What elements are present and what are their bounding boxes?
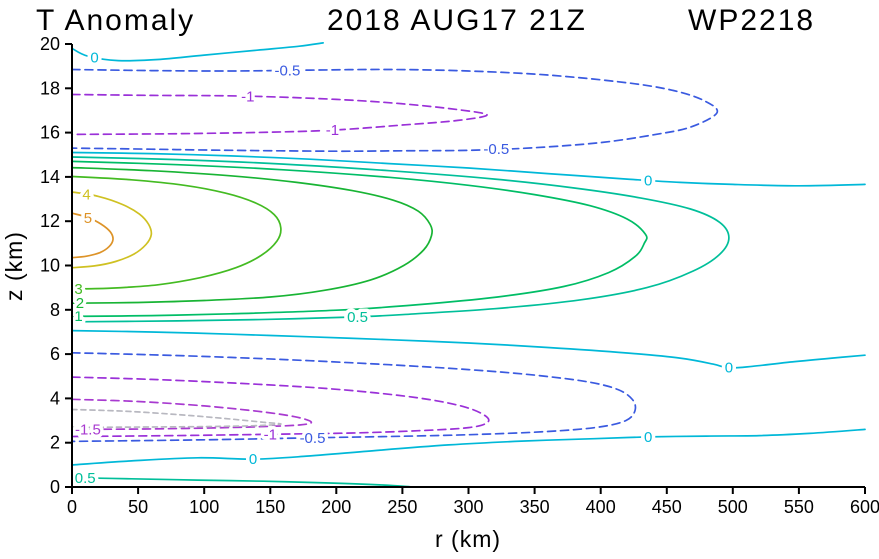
contour-label-0.5-bottom: 0.5: [75, 470, 96, 487]
contour-label-3-core: 3: [74, 281, 82, 298]
contour-line-0.5-core: [71, 156, 730, 323]
contour-label-neg1-low: -1: [264, 426, 277, 443]
contour-line-0-top: [71, 42, 324, 62]
contour-label-4-core: 4: [82, 187, 90, 204]
contour-line-0.5-bottom: [71, 476, 414, 488]
x-tick-label: 550: [784, 497, 814, 517]
contour-label-neg0.5-top: -0.5: [274, 63, 300, 80]
contour-line-4-core: [71, 191, 153, 269]
x-tick-label: 500: [718, 497, 748, 517]
x-tick-label: 350: [520, 497, 550, 517]
contour-label-neg1-top: -1: [241, 88, 254, 105]
y-axis-label: z (km): [1, 231, 27, 301]
y-tick-label: 2: [50, 433, 60, 453]
axes-layer: 0 50 100 150 200 250 300 350 400 450 500 550 6000246…: [40, 34, 879, 517]
contour-label-0-bottom: 0: [644, 429, 652, 446]
contour-labels-layer: 0 -0.5 -0.5 -1 -1 0 0.5 123 4 5 0 -0.5 -1 -1.5 0 0 0.5: [71, 46, 737, 491]
contour-line-0-mid-lower: [71, 329, 866, 369]
x-tick-label: 100: [189, 497, 219, 517]
contour-line-2-core: [71, 166, 434, 305]
contour-line-neg1.5-low: [71, 398, 313, 431]
contour-lines-layer: [71, 42, 866, 488]
x-tick-label: 50: [128, 497, 148, 517]
contour-label-1-core: 1: [74, 308, 82, 325]
x-tick-label: 400: [586, 497, 616, 517]
y-tick-label: 14: [40, 167, 60, 187]
plot-storm-id: WP2218: [688, 4, 815, 37]
contour-label-0-top: 0: [90, 49, 98, 66]
contour-line-5-core: [71, 212, 114, 259]
x-tick-label: 150: [255, 497, 285, 517]
y-tick-label: 16: [40, 123, 60, 143]
contour-label-neg1.5-low: -1.5: [75, 421, 101, 438]
contour-label-neg1-top: -1: [326, 122, 339, 139]
x-tick-label: 200: [321, 497, 351, 517]
y-tick-label: 20: [40, 34, 60, 54]
contour-label-0-mid-upper: 0: [644, 172, 652, 189]
y-tick-label: 8: [50, 300, 60, 320]
contour-label-0-mid-lower: 0: [725, 359, 733, 376]
contour-label-neg0.5-top: -0.5: [483, 141, 509, 158]
x-tick-label: 450: [652, 497, 682, 517]
x-tick-label: 300: [453, 497, 483, 517]
x-tick-label: 600: [850, 497, 879, 517]
x-tick-label: 0: [67, 497, 77, 517]
contour-line-neg1-top: [71, 93, 488, 136]
x-axis-label: r (km): [435, 526, 501, 552]
contour-line-neg2-low: [71, 408, 282, 429]
contour-line-neg1-low: [71, 376, 490, 438]
x-tick-label: 250: [387, 497, 417, 517]
plot-title: T Anomaly: [36, 4, 195, 37]
y-tick-label: 4: [50, 388, 60, 408]
y-tick-label: 12: [40, 211, 60, 231]
contour-label-5-core: 5: [84, 210, 92, 227]
contour-line-neg0.5-low: [71, 351, 637, 443]
contour-label-neg0.5-low: -0.5: [300, 430, 326, 447]
y-tick-label: 10: [40, 256, 60, 276]
contour-label-0-bottom: 0: [249, 451, 257, 468]
contour-line-0-mid-upper: [71, 151, 866, 187]
contour-line-neg0.5-top: [71, 68, 719, 153]
y-tick-label: 18: [40, 78, 60, 98]
contour-line-1-core: [71, 160, 648, 318]
y-tick-label: 6: [50, 344, 60, 364]
contour-label-2-core: 2: [76, 295, 84, 312]
plot-datetime: 2018 AUG17 21Z: [327, 4, 587, 37]
y-tick-label: 0: [50, 477, 60, 497]
contour-line-3-core: [71, 175, 282, 290]
contour-line-0-bottom: [71, 428, 866, 466]
contour-label-0.5-core: 0.5: [347, 309, 368, 326]
